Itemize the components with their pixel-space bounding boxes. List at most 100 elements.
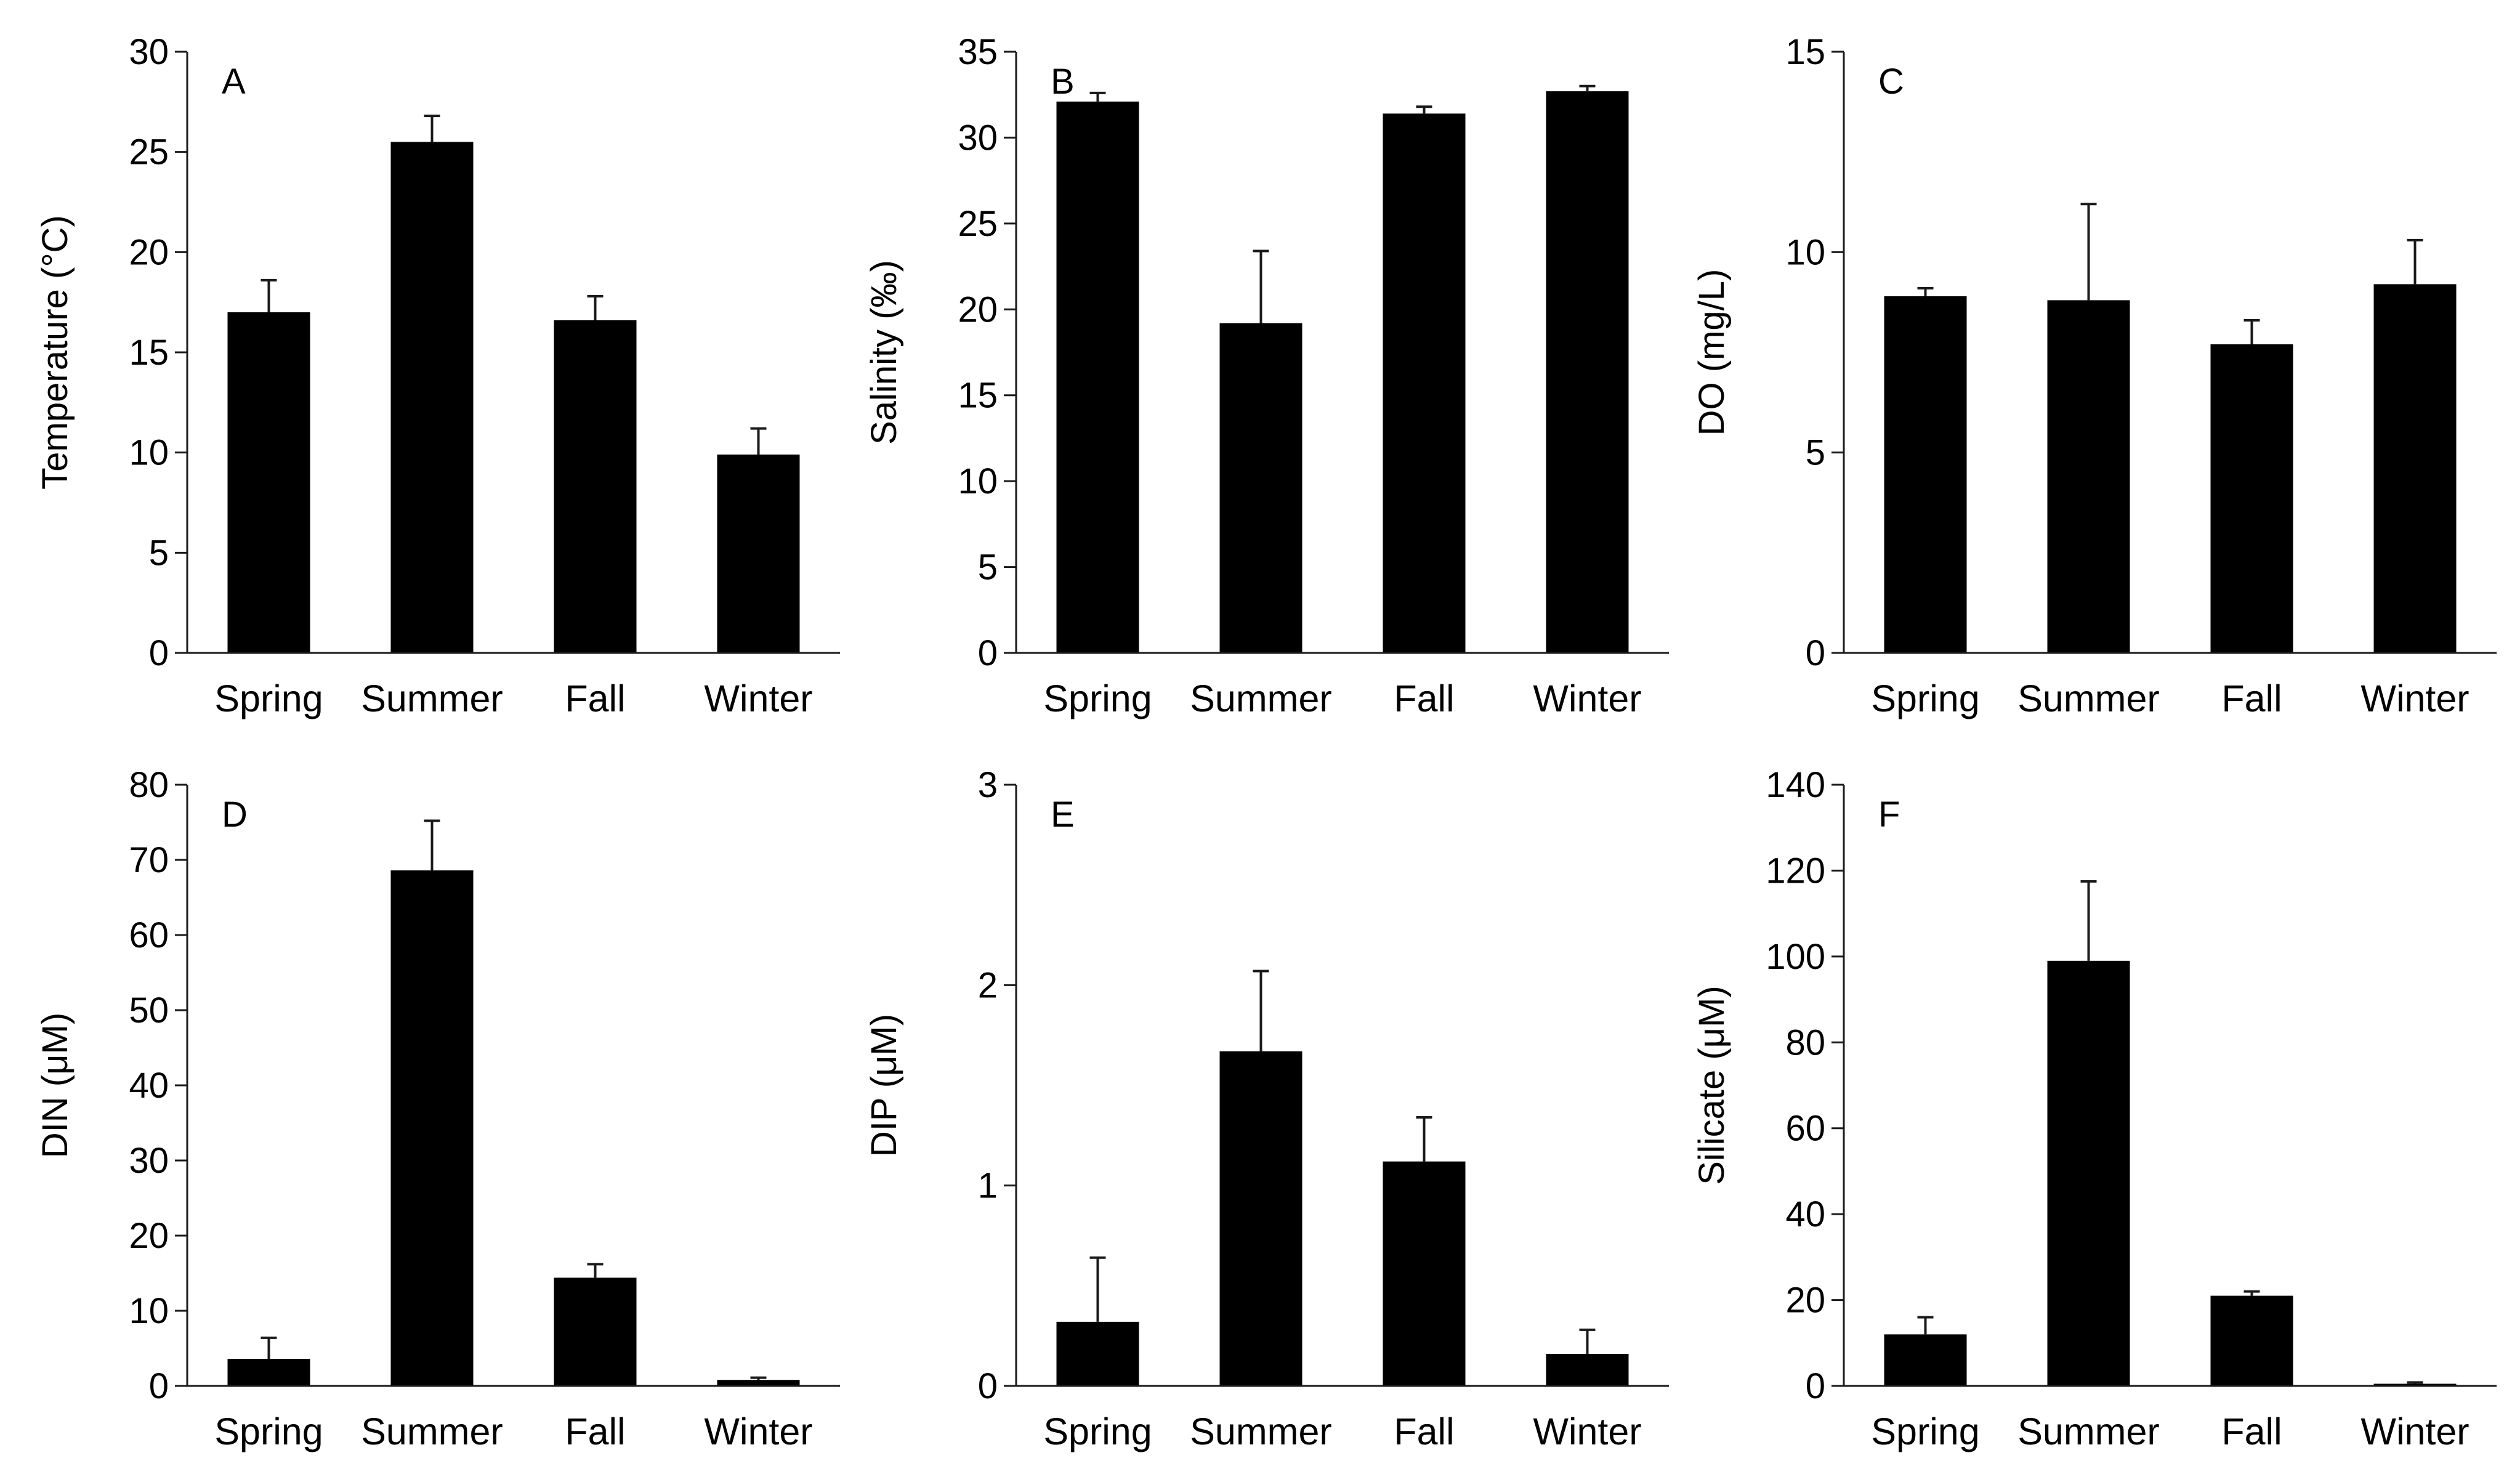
y-tick-label: 2 <box>978 965 998 1005</box>
bar-winter <box>717 1380 800 1386</box>
bar-winter <box>2373 284 2457 653</box>
bar-winter <box>1546 1353 1629 1386</box>
panel-label: B <box>1051 62 1075 102</box>
x-tick-label: Winter <box>1533 678 1641 719</box>
y-tick-label: 30 <box>129 32 169 72</box>
y-tick-label: 50 <box>129 990 169 1031</box>
bar-summer <box>2047 960 2130 1386</box>
y-axis-title: DIN (μM) <box>35 1013 75 1158</box>
bar-spring <box>1056 1321 1139 1386</box>
bar-spring <box>227 312 310 653</box>
bar-fall <box>2210 344 2293 653</box>
y-tick-label: 0 <box>1806 1366 1825 1406</box>
panel-label: A <box>222 62 246 102</box>
x-tick-label: Winter <box>2360 1411 2469 1452</box>
y-tick-label: 5 <box>149 533 169 573</box>
x-tick-label: Winter <box>2360 678 2469 719</box>
panel-label: C <box>1878 62 1904 102</box>
chart-panel-a: 0 5 10 15 20 25 30 Temperature (°C) A Spring Summe… <box>35 32 840 719</box>
y-tick-label: 0 <box>149 1366 169 1406</box>
y-axis-title: DO (mg/L) <box>1692 269 1732 436</box>
bar-spring <box>1884 1334 1967 1386</box>
y-tick-label: 60 <box>1785 1109 1825 1149</box>
y-axis-title: Silicate (μM) <box>1692 986 1732 1184</box>
chart-panel-c: 0 5 10 15 DO (mg/L) C Spring Summer Fall Winter <box>1692 32 2497 719</box>
x-tick-label: Summer <box>1190 1411 1331 1452</box>
y-tick-label: 10 <box>129 1291 169 1331</box>
bar-winter <box>2373 1383 2457 1386</box>
y-axis-title: Temperature (°C) <box>35 215 75 489</box>
y-tick-label: 1 <box>978 1166 998 1206</box>
bar-summer <box>2047 300 2130 653</box>
x-tick-label: Fall <box>565 678 625 719</box>
x-tick-label: Fall <box>1394 1411 1454 1452</box>
y-tick-label: 15 <box>129 333 169 373</box>
x-tick-label: Spring <box>214 678 323 719</box>
y-tick-label: 0 <box>149 633 169 673</box>
x-tick-label: Winter <box>704 678 812 719</box>
y-tick-label: 5 <box>1806 433 1825 473</box>
y-tick-label: 25 <box>958 204 998 244</box>
x-tick-label: Summer <box>361 1411 503 1452</box>
y-axis-title: DIP (μM) <box>864 1014 904 1157</box>
bar-summer <box>1219 1051 1302 1386</box>
y-tick-label: 20 <box>129 1216 169 1256</box>
y-tick-label: 0 <box>1806 633 1825 673</box>
x-tick-label: Spring <box>1043 1411 1152 1452</box>
y-tick-label: 30 <box>958 118 998 158</box>
y-tick-label: 10 <box>958 461 998 501</box>
chart-panel-d: 0 10 20 30 40 50 60 70 80 DIN (μM) D Spring Summer Fa… <box>35 765 840 1452</box>
y-tick-label: 10 <box>1785 232 1825 272</box>
y-tick-label: 0 <box>978 633 998 673</box>
bar-fall <box>1383 113 1466 654</box>
chart-panel-e: 0 1 2 3 DIP (μM) E Spring Summer Fall Winter <box>864 765 1669 1452</box>
panel-label: D <box>222 795 248 835</box>
y-tick-label: 15 <box>1785 32 1825 72</box>
bar-spring <box>227 1359 310 1386</box>
bar-fall <box>554 1278 637 1386</box>
y-tick-label: 20 <box>129 232 169 272</box>
bar-spring <box>1884 296 1967 653</box>
x-tick-label: Summer <box>2017 1411 2159 1452</box>
y-tick-label: 80 <box>1785 1022 1825 1063</box>
y-tick-label: 30 <box>129 1141 169 1181</box>
bar-fall <box>554 320 637 653</box>
x-tick-label: Fall <box>2221 1411 2282 1452</box>
x-tick-label: Summer <box>2017 678 2159 719</box>
x-tick-label: Summer <box>361 678 503 719</box>
bar-winter <box>717 454 800 653</box>
x-tick-label: Winter <box>704 1411 812 1452</box>
y-tick-label: 80 <box>129 765 169 805</box>
x-tick-label: Spring <box>214 1411 323 1452</box>
bar-fall <box>2210 1295 2293 1386</box>
y-tick-label: 70 <box>129 840 169 880</box>
x-tick-label: Winter <box>1533 1411 1641 1452</box>
y-tick-label: 100 <box>1766 937 1825 977</box>
bar-fall <box>1383 1161 1466 1386</box>
y-tick-label: 20 <box>1785 1281 1825 1321</box>
x-tick-label: Spring <box>1871 678 1979 719</box>
chart-panel-b: 0 5 10 15 20 25 30 35 Salinity (‰) B Spring Summer F… <box>864 32 1669 719</box>
panel-label: E <box>1051 795 1075 835</box>
x-tick-label: Summer <box>1190 678 1331 719</box>
y-tick-label: 3 <box>978 765 998 805</box>
bar-summer <box>390 142 474 653</box>
x-tick-label: Spring <box>1043 678 1152 719</box>
y-tick-label: 20 <box>958 290 998 330</box>
y-axis-title: Salinity (‰) <box>864 260 904 445</box>
bar-winter <box>1546 91 1629 653</box>
x-tick-label: Fall <box>2221 678 2282 719</box>
y-tick-label: 40 <box>129 1066 169 1106</box>
y-tick-label: 15 <box>958 376 998 416</box>
y-tick-label: 35 <box>958 32 998 72</box>
bar-spring <box>1056 101 1139 653</box>
y-tick-label: 10 <box>129 433 169 473</box>
y-tick-label: 60 <box>129 915 169 955</box>
chart-panel-f: 0 20 40 60 80 100 120 140 Silicate (μM) F Spring Su… <box>1692 765 2497 1452</box>
x-tick-label: Spring <box>1871 1411 1979 1452</box>
bar-summer <box>390 870 474 1386</box>
bar-summer <box>1219 323 1302 653</box>
y-tick-label: 140 <box>1766 765 1825 805</box>
y-tick-label: 40 <box>1785 1194 1825 1234</box>
